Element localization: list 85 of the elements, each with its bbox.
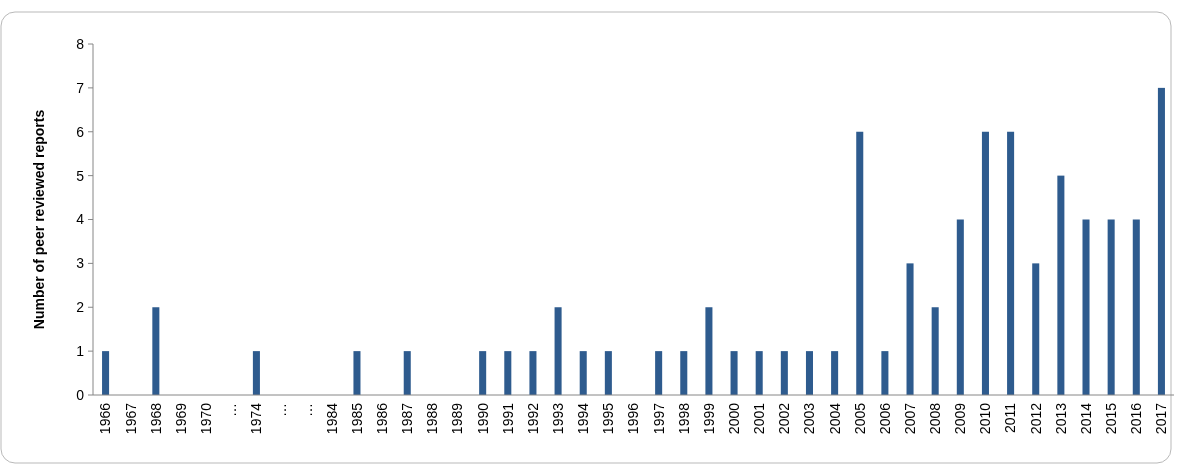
x-tick-label: 2012 (1027, 402, 1044, 435)
x-tick-label: 1999 (700, 402, 717, 435)
x-tick-label: 2009 (952, 402, 969, 435)
x-tick-label: 1966 (97, 402, 114, 435)
bar (680, 351, 688, 395)
y-tick-label: 0 (76, 386, 85, 403)
bar (1007, 131, 1015, 395)
x-tick-label: 1995 (600, 402, 617, 435)
bar (252, 351, 260, 395)
x-tick-label: 2017 (1153, 402, 1170, 435)
x-tick-label: 1994 (575, 402, 592, 435)
bar (755, 351, 763, 395)
bar (579, 351, 587, 395)
bar (152, 307, 160, 395)
x-tick-label: 2007 (901, 402, 918, 435)
x-tick-label: 1997 (650, 402, 667, 435)
x-tick-label: 2016 (1128, 402, 1145, 435)
bar (1032, 263, 1040, 395)
x-tick-label: 1993 (549, 402, 566, 435)
bar (1082, 219, 1090, 395)
y-tick-label: 5 (76, 167, 85, 184)
x-tick-label: 2006 (876, 402, 893, 435)
bar (1157, 87, 1165, 395)
x-tick-label: 1985 (348, 402, 365, 435)
x-tick-label: 2008 (927, 402, 944, 435)
x-tick-label: … (298, 403, 315, 417)
x-tick-label: 1984 (323, 402, 340, 435)
bar (805, 351, 813, 395)
bar (479, 351, 487, 395)
y-tick-label: 7 (76, 79, 85, 96)
bar (931, 307, 939, 395)
x-tick-label: 2013 (1052, 402, 1069, 435)
bar (906, 263, 914, 395)
bar (831, 351, 839, 395)
x-tick-label: 1969 (172, 402, 189, 435)
x-tick-label: 1992 (524, 402, 541, 435)
y-tick-label: 3 (76, 255, 85, 272)
x-tick-label: … (223, 403, 240, 417)
bar (403, 351, 411, 395)
x-tick-label: 2011 (1002, 402, 1019, 434)
y-tick-label: 4 (76, 211, 85, 228)
x-tick-label: 1989 (449, 402, 466, 435)
bar (504, 351, 512, 395)
x-tick-label: 2000 (725, 402, 742, 435)
bar (1057, 175, 1065, 395)
x-tick-label: 2014 (1077, 402, 1094, 435)
y-axis-title: Number of peer reviewed reports (31, 109, 47, 330)
x-tick-label: 1986 (374, 402, 390, 435)
x-tick-label: 1988 (424, 402, 441, 435)
bar (780, 351, 788, 395)
bar (881, 351, 889, 395)
bar (554, 307, 562, 395)
x-tick-label: 1967 (122, 402, 139, 435)
x-tick-label: 1991 (499, 402, 516, 435)
bar (604, 351, 612, 395)
bar (981, 131, 989, 395)
bar (1107, 219, 1115, 395)
x-tick-label: 2003 (801, 402, 818, 435)
x-tick-label: 1974 (248, 402, 265, 435)
x-tick-label: 2002 (776, 402, 793, 435)
y-tick-label: 6 (76, 123, 85, 140)
x-tick-label: 1968 (147, 402, 164, 435)
x-tick-label: 2010 (977, 402, 994, 435)
x-tick-label: 1970 (198, 402, 215, 435)
bar (1132, 219, 1140, 395)
bar (529, 351, 537, 395)
bar (705, 307, 713, 395)
bar (102, 351, 110, 395)
bar (655, 351, 663, 395)
x-tick-label: 1990 (474, 402, 491, 435)
x-tick-label: 2015 (1103, 402, 1120, 435)
y-tick-label: 1 (76, 343, 85, 360)
x-tick-label: 2001 (751, 402, 768, 435)
bar (730, 351, 738, 395)
bar (353, 351, 361, 395)
x-tick-label: 2005 (851, 402, 868, 435)
x-tick-label: … (273, 403, 290, 417)
x-tick-label: 2004 (826, 402, 843, 435)
bar (856, 131, 864, 395)
y-tick-label: 8 (76, 35, 85, 52)
bar (956, 219, 964, 395)
x-tick-label: 1998 (675, 402, 692, 435)
x-tick-label: 1987 (399, 402, 416, 435)
x-tick-label: 1996 (625, 402, 642, 435)
y-tick-label: 2 (76, 299, 85, 316)
